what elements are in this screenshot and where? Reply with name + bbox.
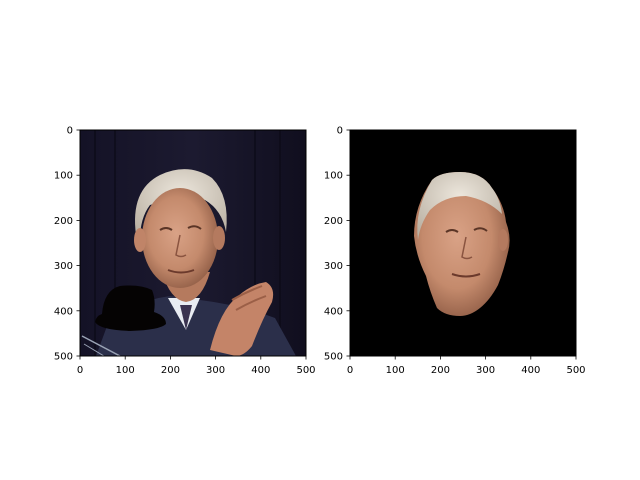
hair [135,169,227,240]
left-y-tick-label: 500 [54,352,73,363]
left-x-tick-label: 100 [116,365,135,376]
left-frame [79,129,307,357]
right-y-tick-label: 400 [324,306,343,317]
right-x-tick-label: 500 [566,365,585,376]
left-y-tick-label: 300 [54,261,73,272]
right-x-tick-label: 400 [521,365,540,376]
fingers [231,285,263,301]
left-image [80,130,306,356]
left-x-tick-label: 200 [161,365,180,376]
left-x-tick-label: 400 [251,365,270,376]
eye-left [445,229,459,233]
ear-left [134,228,146,252]
right-y-tick-label: 500 [324,352,343,363]
wire [81,335,121,356]
left-y-tick-label: 400 [54,306,73,317]
nose [461,236,473,260]
eye-left [159,227,173,231]
mouth [167,269,195,274]
left-panel: 0 100 200 300 400 500 0 100 200 300 400 500 [54,126,316,377]
left-y-tick-label: 100 [54,171,73,182]
right-axis-ticks: 0 100 200 300 400 500 0 100 200 300 400 500 [324,126,586,377]
right-x-tick-label: 300 [476,365,495,376]
black-hat-blob [95,285,166,331]
mouth [451,273,481,278]
nose [175,234,187,258]
right-x-tick-label: 0 [347,365,353,376]
left-x-tick-label: 0 [77,365,83,376]
right-x-tick-label: 200 [431,365,450,376]
eye-right [473,227,488,232]
left-x-tick-label: 500 [296,365,315,376]
left-y-tick-label: 0 [67,126,73,137]
ear-right [213,226,225,250]
right-y-tick-label: 0 [337,126,343,137]
right-frame [349,129,577,357]
wire [83,343,105,356]
segmented-hair [417,172,502,240]
fingers [235,295,267,311]
eye-right [187,225,202,230]
tie [180,305,192,330]
right-y-tick-label: 200 [324,216,343,227]
right-y-tick-label: 300 [324,261,343,272]
left-y-tick-label: 200 [54,216,73,227]
right-image [350,130,576,356]
right-panel: 0 100 200 300 400 500 0 100 200 300 400 500 [324,126,586,377]
left-axis-ticks: 0 100 200 300 400 500 0 100 200 300 400 500 [54,126,316,377]
segmented-face [414,172,510,316]
right-y-tick-label: 100 [324,171,343,182]
ear-right [498,229,508,251]
right-x-tick-label: 100 [386,365,405,376]
left-x-tick-label: 300 [206,365,225,376]
